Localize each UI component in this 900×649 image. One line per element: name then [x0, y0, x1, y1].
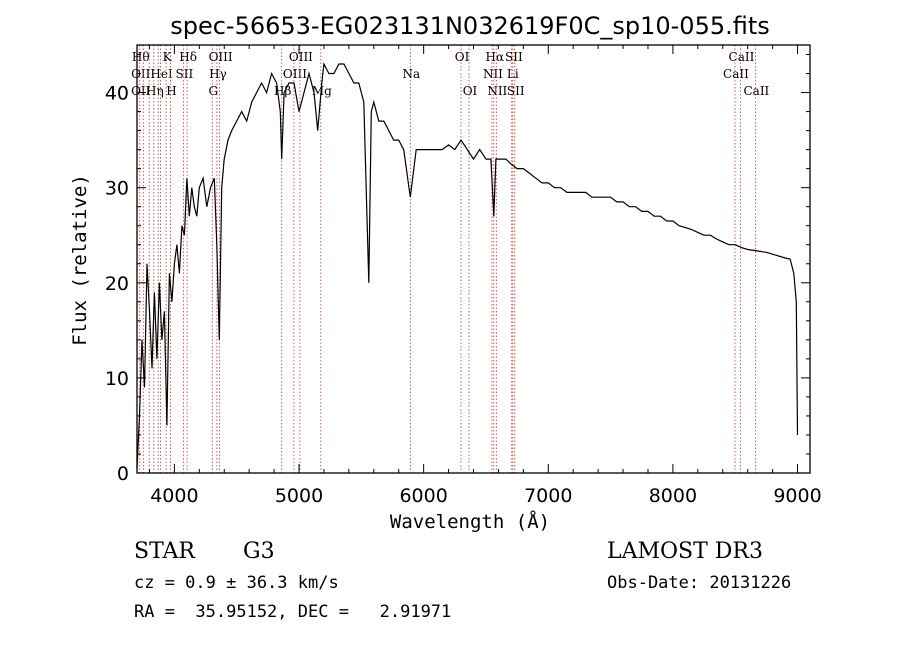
y-axis-label: Flux (relative) [69, 174, 91, 346]
line-marker-label: NII [483, 67, 503, 81]
line-marker-label: OII [131, 84, 151, 98]
x-tick-label: 6000 [399, 485, 447, 507]
line-marker-label: OIII [209, 50, 233, 64]
survey-label: LAMOST DR3 [607, 539, 763, 564]
y-tick-label: 30 [105, 178, 129, 200]
line-marker-label: CaII [743, 84, 769, 98]
x-tick-label: 9000 [773, 485, 821, 507]
line-marker-label: OI [463, 84, 478, 98]
line-marker-label: Hγ [209, 67, 227, 81]
line-marker-label: SII [507, 84, 525, 98]
plot-frame [136, 44, 811, 474]
line-marker-label: Hθ [132, 50, 150, 64]
line-marker-label: Mg [312, 84, 332, 98]
x-tick-label: 7000 [524, 485, 572, 507]
y-axis: 0 10 20 30 40 [105, 54, 810, 485]
line-marker-label: Hα [486, 50, 505, 64]
line-marker-label: Na [402, 67, 420, 81]
coordinates-text: RA = 35.95152, DEC = 2.91971 [134, 602, 452, 622]
x-axis-label: Wavelength (Å) [390, 510, 550, 533]
y-tick-label: 40 [105, 83, 129, 105]
x-axis: 4000 5000 6000 7000 8000 9000 [148, 45, 822, 507]
line-marker-label: H [166, 84, 176, 98]
line-marker-label: SII [505, 50, 523, 64]
line-markers: HθOIIOIIHηHeIKHSIIHδGHγOIIIHβOIIIOIIIMgN… [131, 45, 770, 473]
line-marker-label: OIII [289, 50, 313, 64]
line-marker-label: G [208, 84, 218, 98]
line-marker-label: CaII [723, 67, 749, 81]
spectrum-line [136, 61, 799, 469]
line-marker-label: NII [487, 84, 507, 98]
line-marker-label: Hδ [179, 50, 197, 64]
object-subclass: G3 [243, 539, 275, 564]
chart-title: spec-56653-EG023131N032619F0C_sp10-055.f… [170, 12, 770, 40]
redshift-text: cz = 0.9 ± 36.3 km/s [134, 573, 339, 593]
line-marker-label: CaII [729, 50, 755, 64]
line-marker-label: HeI [150, 67, 173, 81]
x-tick-label: 5000 [275, 485, 323, 507]
line-marker-label: OIII [283, 67, 307, 81]
object-class: STAR [134, 539, 195, 564]
x-tick-label: 4000 [150, 485, 198, 507]
x-tick-label: 8000 [649, 485, 697, 507]
y-tick-label: 20 [105, 273, 129, 295]
line-marker-label: Hη [146, 84, 164, 98]
line-marker-label: K [163, 50, 173, 64]
y-tick-label: 10 [105, 368, 129, 390]
obs-date-text: Obs-Date: 20131226 [607, 573, 792, 593]
y-tick-label: 0 [117, 463, 129, 485]
line-marker-label: OI [455, 50, 470, 64]
line-marker-label: SII [176, 67, 194, 81]
